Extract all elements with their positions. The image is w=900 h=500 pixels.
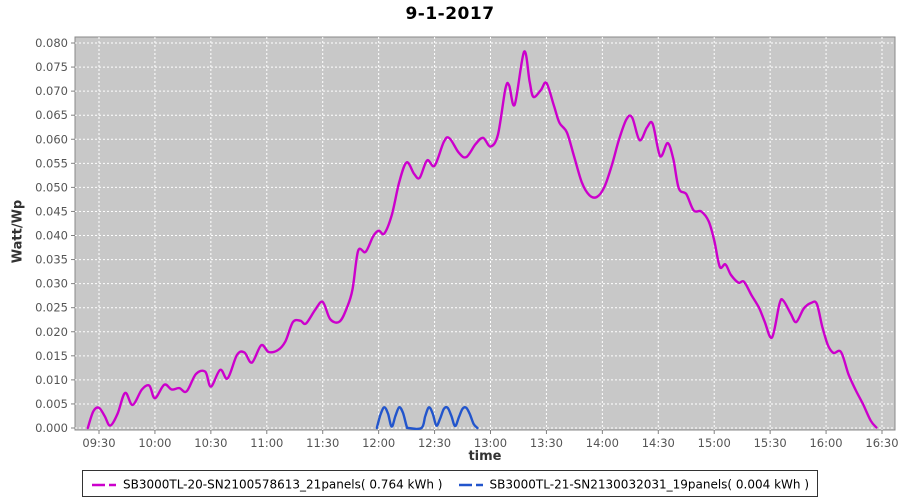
x-tick-label: 11:30 [306, 436, 339, 450]
y-tick-label: 0.020 [35, 325, 68, 339]
y-tick-label: 0.060 [35, 132, 68, 146]
x-tick-label: 14:00 [586, 436, 619, 450]
y-tick-label: 0.015 [35, 349, 68, 363]
legend-label: SB3000TL-21-SN2130032031_19panels( 0.004… [489, 477, 810, 492]
x-tick-label: 13:30 [530, 436, 563, 450]
legend-item-series-1: SB3000TL-21-SN2130032031_19panels( 0.004… [458, 477, 809, 492]
y-axis-label: Watt/Wp [10, 199, 26, 264]
line-swatch-icon [458, 483, 485, 486]
y-tick-label: 0.000 [35, 421, 68, 435]
plot-area: 09:30 10:00 10:30 11:00 11:30 12:00 12:30 13:00… [35, 36, 899, 450]
legend-item-series-0: SB3000TL-20-SN2100578613_21panels( 0.764… [91, 477, 442, 492]
plot-background [74, 36, 896, 431]
y-tick-label: 0.025 [35, 301, 68, 315]
y-tick-label: 0.045 [35, 204, 68, 218]
y-tick-label: 0.035 [35, 253, 68, 267]
y-tick-label: 0.030 [35, 277, 68, 291]
series-line-1 [375, 405, 479, 430]
legend-box: SB3000TL-20-SN2100578613_21panels( 0.764… [81, 470, 819, 497]
x-tick-label: 10:30 [194, 436, 227, 450]
x-tick-label: 16:30 [865, 436, 898, 450]
series-line-0 [86, 50, 878, 430]
y-tick-label: 0.075 [35, 60, 68, 74]
y-tick-label: 0.055 [35, 156, 68, 170]
x-tick-label: 15:00 [698, 436, 731, 450]
y-tick-label: 0.040 [35, 229, 68, 243]
x-tick-label: 13:00 [474, 436, 507, 450]
y-tick-label: 0.010 [35, 373, 68, 387]
y-tick-label: 0.050 [35, 180, 68, 194]
legend: SB3000TL-20-SN2100578613_21panels( 0.764… [0, 470, 900, 497]
x-tick-label: 16:00 [809, 436, 842, 450]
chart-title: 9-1-2017 [405, 4, 495, 24]
y-tick-label: 0.070 [35, 84, 68, 98]
x-tick-label: 15:30 [754, 436, 787, 450]
x-tick-label: 12:30 [418, 436, 451, 450]
y-tick-label: 0.005 [35, 397, 68, 411]
x-tick-label: 10:00 [138, 436, 171, 450]
y-tick-label: 0.065 [35, 108, 68, 122]
x-axis-label: time [468, 449, 502, 464]
x-tick-label: 11:00 [250, 436, 283, 450]
y-tick-label: 0.080 [35, 36, 68, 50]
x-tick-label: 09:30 [82, 436, 115, 450]
legend-label: SB3000TL-20-SN2100578613_21panels( 0.764… [122, 477, 443, 492]
line-swatch-icon [91, 483, 118, 486]
x-tick-label: 14:30 [642, 436, 675, 450]
x-tick-label: 12:00 [362, 436, 395, 450]
